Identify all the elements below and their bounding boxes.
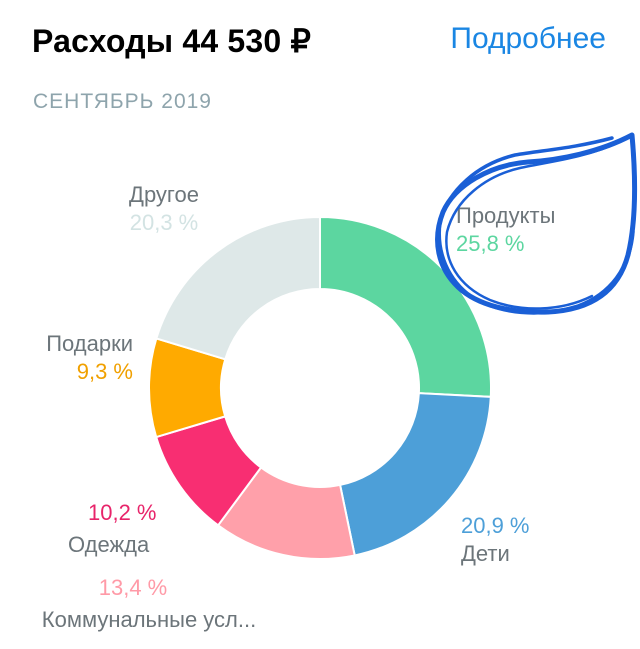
legend-label-kids[interactable]: 20,9 % Дети: [461, 512, 530, 568]
donut-slice-kids[interactable]: [338, 392, 492, 557]
category-name: Другое: [129, 182, 199, 207]
legend-label-products[interactable]: Продукты 25,8 %: [456, 202, 555, 258]
details-link[interactable]: Подробнее: [450, 22, 606, 55]
category-percent: 20,3 %: [129, 210, 199, 235]
category-percent: 13,4 %: [98, 575, 168, 600]
legend-label-clothes[interactable]: 10,2 % Одежда: [68, 499, 157, 559]
expenses-donut-chart: [148, 215, 492, 560]
category-name: Подарки: [46, 331, 133, 356]
category-percent: 10,2 %: [88, 500, 157, 525]
category-percent: 9,3 %: [76, 359, 133, 384]
period-label: СЕНТЯБРЬ 2019: [33, 90, 212, 113]
category-name: Дети: [461, 541, 510, 566]
category-percent: 20,9 %: [461, 513, 530, 538]
donut-slice-other[interactable]: [155, 215, 321, 361]
donut-slice-products[interactable]: [319, 215, 492, 398]
page-title: Расходы 44 530 ₽: [32, 23, 312, 59]
category-name: Одежда: [68, 532, 150, 557]
legend-label-utilities[interactable]: 13,4 % Коммунальные усл...: [18, 574, 280, 634]
category-name: Продукты: [456, 203, 556, 228]
category-name: Коммунальные усл...: [41, 607, 257, 632]
legend-label-gifts[interactable]: Подарки 9,3 %: [24, 330, 133, 386]
category-percent: 25,8 %: [456, 231, 525, 256]
legend-label-other[interactable]: Другое 20,3 %: [118, 181, 210, 237]
